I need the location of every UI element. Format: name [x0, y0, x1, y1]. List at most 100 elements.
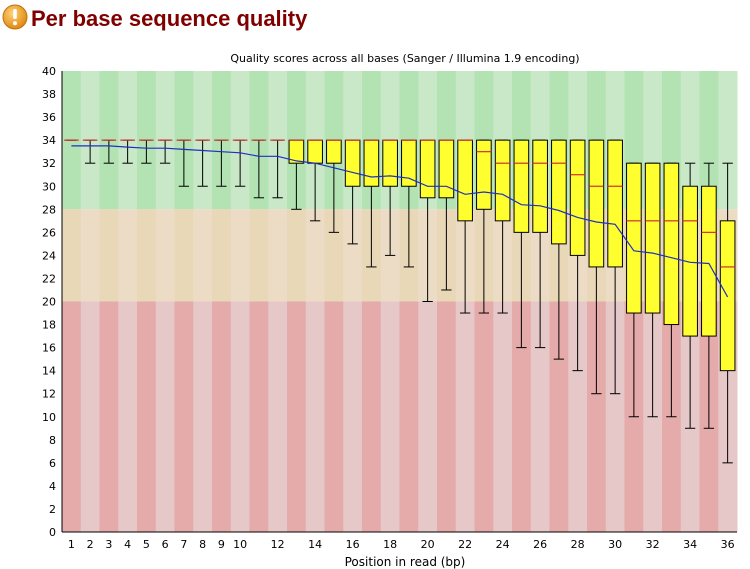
zone-band — [62, 301, 82, 532]
x-tick-label: 2 — [87, 538, 94, 551]
x-tick-label: 4 — [124, 538, 131, 551]
x-tick-label: 28 — [571, 538, 585, 551]
zone-band — [155, 301, 175, 532]
x-tick-label: 34 — [683, 538, 697, 551]
zone-band — [305, 301, 325, 532]
x-tick-label: 14 — [308, 538, 322, 551]
y-tick-label: 36 — [42, 111, 56, 124]
box-position-31 — [626, 162, 642, 418]
y-tick-label: 30 — [42, 180, 56, 193]
y-tick-label: 8 — [49, 434, 56, 447]
zone-band — [530, 301, 550, 532]
x-tick-label: 16 — [346, 538, 360, 551]
y-tick-label: 12 — [42, 388, 56, 401]
zone-band — [399, 301, 419, 532]
zone-band — [193, 209, 213, 302]
zone-band — [587, 301, 607, 532]
x-tick-label: 8 — [199, 538, 206, 551]
zone-band — [212, 301, 232, 532]
zone-band — [62, 209, 82, 302]
box-position-15 — [326, 139, 342, 233]
zone-band — [380, 301, 400, 532]
zone-band — [118, 209, 138, 302]
zone-band — [99, 209, 119, 302]
x-tick-label: 36 — [721, 538, 735, 551]
zone-band — [137, 301, 157, 532]
x-tick-label: 26 — [533, 538, 547, 551]
iqr-box — [513, 139, 530, 233]
x-tick-label: 30 — [608, 538, 622, 551]
y-tick-label: 6 — [49, 457, 56, 470]
iqr-box — [476, 139, 492, 210]
box-position-28 — [569, 139, 586, 372]
box-position-20 — [419, 139, 436, 302]
zone-band — [437, 301, 457, 532]
y-tick-label: 2 — [49, 503, 56, 516]
box-position-3 — [101, 139, 117, 164]
x-tick-label: 3 — [105, 538, 112, 551]
box-position-17 — [363, 139, 380, 268]
box-position-35 — [701, 162, 717, 429]
iqr-box — [307, 139, 323, 164]
zone-band — [268, 209, 288, 302]
box-position-7 — [176, 139, 192, 187]
iqr-box — [607, 139, 623, 268]
iqr-box — [457, 139, 473, 222]
y-tick-label: 34 — [42, 134, 56, 147]
chart-marks — [64, 139, 736, 464]
zone-band — [80, 301, 100, 532]
box-position-14 — [307, 139, 323, 222]
box-position-34 — [682, 162, 698, 429]
zone-band — [230, 209, 250, 302]
x-tick-label: 9 — [218, 538, 225, 551]
iqr-box — [363, 139, 380, 187]
box-position-13 — [288, 139, 305, 210]
x-tick-label: 22 — [458, 538, 472, 551]
zone-band — [343, 209, 363, 302]
page-title: Per base sequence quality — [31, 6, 308, 31]
zone-band — [230, 301, 250, 532]
zone-band — [249, 301, 269, 532]
box-position-32 — [644, 162, 661, 418]
mean-line — [71, 145, 729, 298]
box-position-9 — [214, 139, 229, 187]
iqr-box — [644, 162, 661, 314]
y-tick-label: 20 — [42, 296, 56, 309]
warning-icon — [2, 4, 28, 30]
y-tick-label: 0 — [49, 526, 56, 539]
zone-band — [174, 301, 194, 532]
zone-band — [118, 301, 138, 532]
zone-band — [137, 209, 157, 302]
box-position-16 — [344, 139, 361, 245]
y-tick-label: 38 — [42, 88, 56, 101]
x-tick-label: 10 — [233, 538, 247, 551]
x-axis-label: Position in read (bp) — [345, 555, 466, 569]
iqr-box — [326, 139, 342, 164]
y-tick-label: 22 — [42, 272, 56, 285]
iqr-box — [663, 162, 680, 326]
box-position-26 — [532, 139, 548, 349]
y-tick-label: 28 — [42, 203, 56, 216]
zone-band — [287, 209, 307, 302]
x-tick-label: 32 — [646, 538, 660, 551]
y-tick-label: 14 — [42, 365, 56, 378]
box-position-2 — [82, 139, 98, 164]
x-tick-label: 20 — [421, 538, 435, 551]
box-position-4 — [120, 139, 135, 164]
box-position-8 — [195, 139, 210, 187]
zone-band — [287, 301, 307, 532]
iqr-box — [401, 139, 417, 187]
zone-band — [249, 209, 269, 302]
y-tick-label: 4 — [49, 480, 56, 493]
x-tick-label: 12 — [271, 538, 285, 551]
x-tick-label: 18 — [383, 538, 397, 551]
box-position-21 — [438, 139, 455, 291]
zone-band — [155, 209, 175, 302]
zone-band — [343, 301, 363, 532]
x-tick-label: 1 — [68, 538, 75, 551]
y-tick-label: 16 — [42, 342, 56, 355]
iqr-box — [569, 139, 586, 256]
box-position-30 — [607, 139, 623, 395]
box-position-6 — [157, 139, 173, 164]
iqr-box — [682, 185, 698, 337]
